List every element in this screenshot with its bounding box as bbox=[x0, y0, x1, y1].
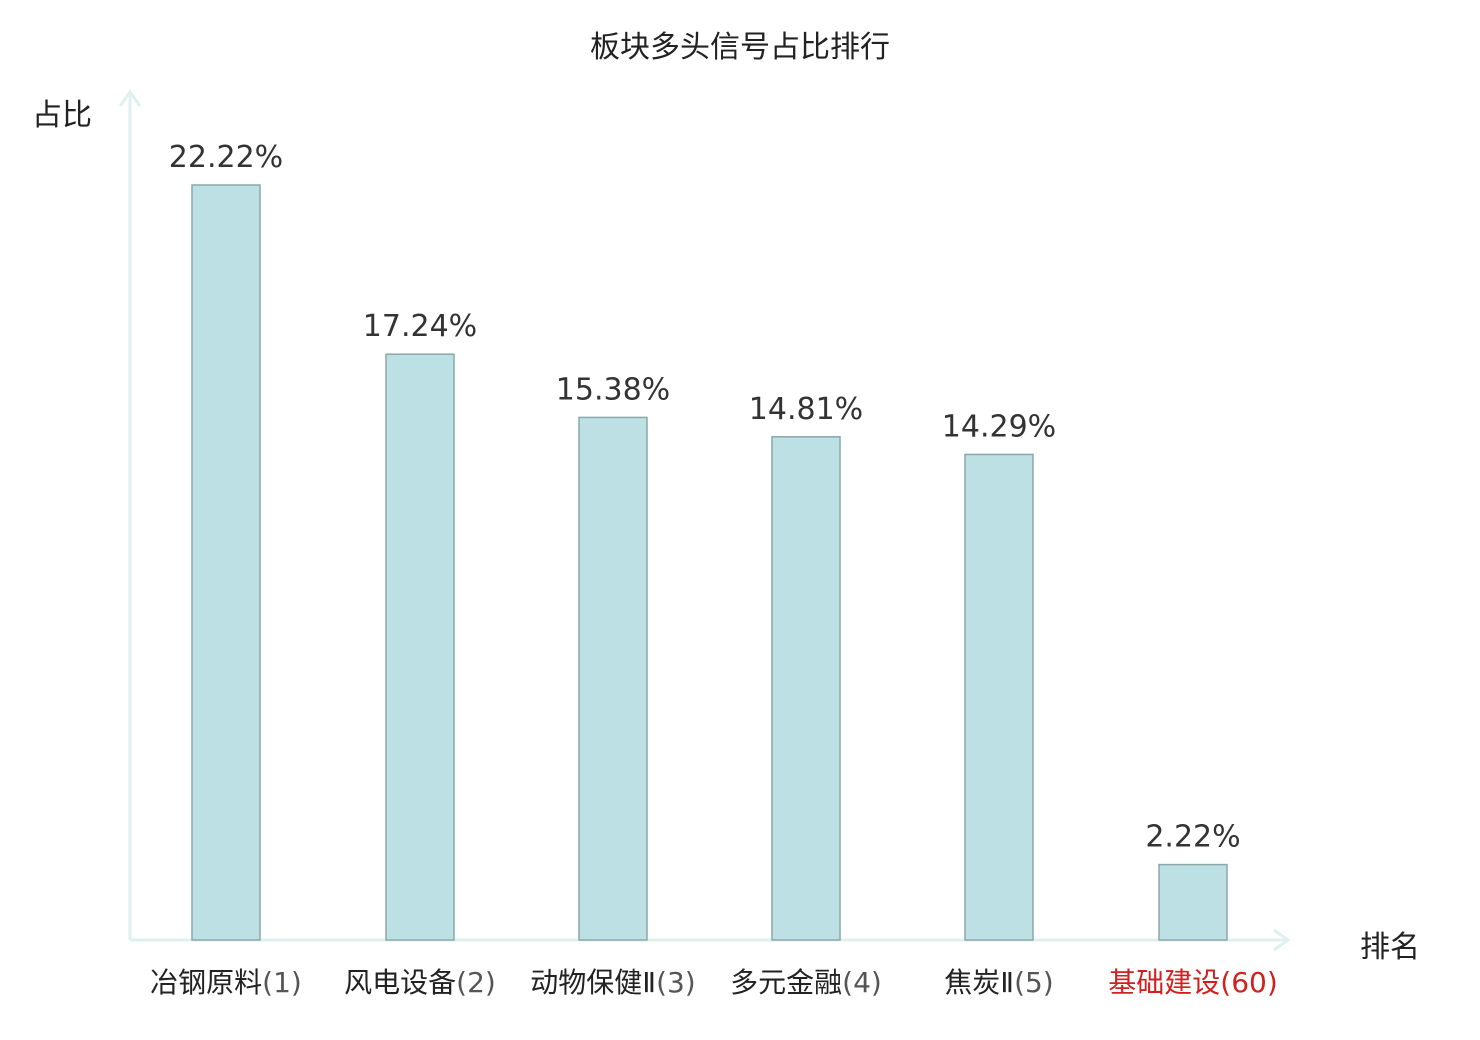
bar bbox=[1158, 863, 1228, 941]
x-axis-arrow bbox=[1273, 928, 1291, 952]
category-rank: (1) bbox=[262, 966, 302, 999]
x-tick-label: 冶钢原料(1) bbox=[136, 966, 316, 1000]
category-name: 风电设备 bbox=[344, 966, 457, 999]
category-rank: (60) bbox=[1220, 966, 1278, 999]
x-tick-label: 动物保健Ⅱ(3) bbox=[523, 966, 703, 1000]
category-rank: (2) bbox=[456, 966, 496, 999]
category-name: 多元金融 bbox=[730, 966, 843, 999]
bar-value-label: 17.24% bbox=[363, 309, 477, 344]
bar bbox=[578, 416, 648, 941]
x-tick-label: 风电设备(2) bbox=[330, 966, 510, 1000]
category-rank: (3) bbox=[656, 966, 696, 999]
bar-value-label: 2.22% bbox=[1145, 820, 1240, 855]
bar bbox=[771, 436, 841, 941]
y-axis-label: 占比 bbox=[32, 98, 92, 133]
bar-value-label: 14.81% bbox=[749, 392, 863, 427]
bar bbox=[191, 184, 261, 941]
bar-value-label: 14.29% bbox=[942, 409, 1056, 444]
chart-title: 板块多头信号占比排行 bbox=[590, 30, 890, 65]
x-tick-label: 基础建设(60) bbox=[1103, 966, 1283, 1000]
x-axis-label: 排名 bbox=[1360, 930, 1420, 965]
bar-value-label: 22.22% bbox=[169, 140, 283, 175]
bar bbox=[964, 453, 1034, 941]
category-name: 基础建设 bbox=[1108, 966, 1221, 999]
x-tick-label: 多元金融(4) bbox=[716, 966, 896, 1000]
category-name: 动物保健Ⅱ bbox=[530, 966, 657, 999]
category-rank: (5) bbox=[1014, 966, 1054, 999]
x-tick-label: 焦炭Ⅱ(5) bbox=[909, 966, 1089, 1000]
y-axis-arrow bbox=[118, 89, 142, 107]
category-name: 焦炭Ⅱ bbox=[944, 966, 1015, 999]
bar-value-label: 15.38% bbox=[556, 372, 670, 407]
category-rank: (4) bbox=[842, 966, 882, 999]
category-name: 冶钢原料 bbox=[150, 966, 263, 999]
bar bbox=[385, 353, 455, 941]
